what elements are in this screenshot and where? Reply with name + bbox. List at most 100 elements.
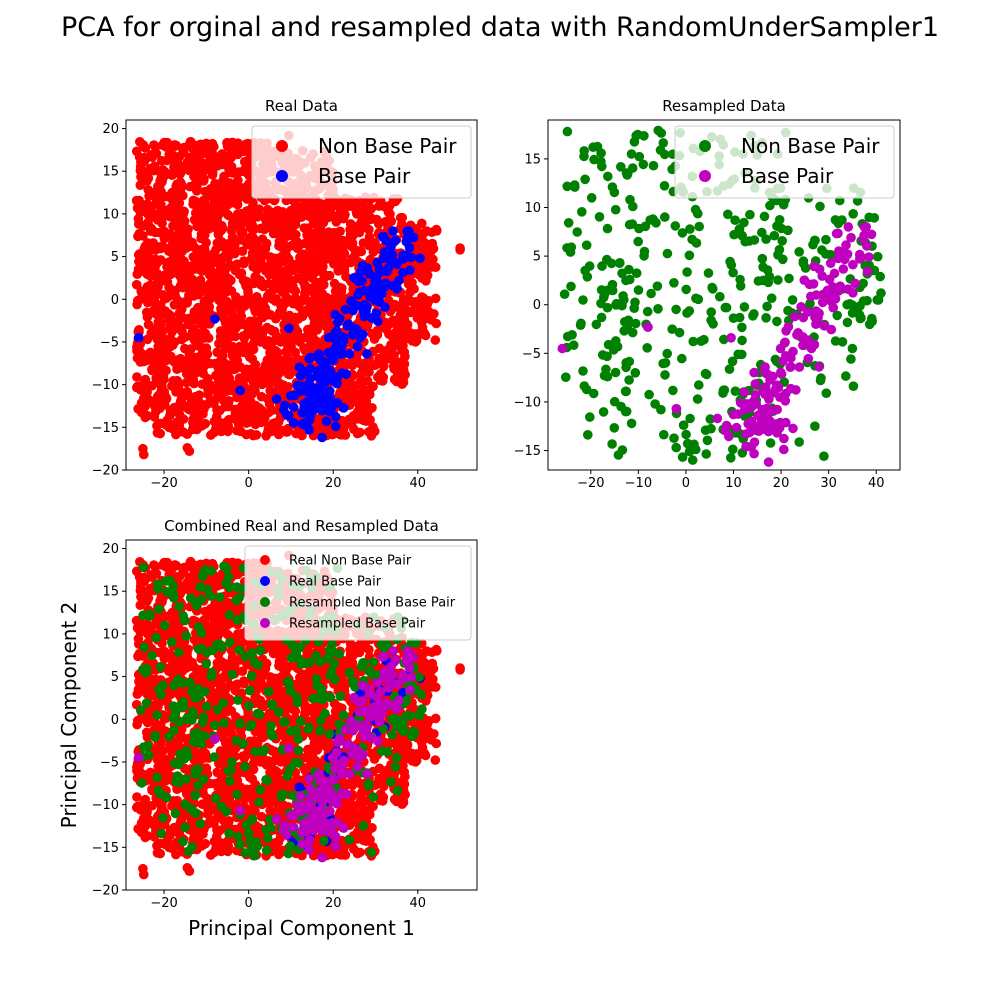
scatter-point (783, 225, 793, 236)
series-real-base (133, 226, 425, 443)
scatter-point (152, 841, 162, 851)
scatter-point (305, 352, 316, 363)
scatter-point (300, 280, 310, 291)
scatter-point (190, 359, 201, 370)
scatter-point (178, 427, 188, 437)
scatter-point (818, 289, 828, 300)
scatter-point (841, 371, 851, 381)
scatter-point (286, 240, 297, 251)
scatter-point (561, 372, 571, 383)
scatter-point (588, 142, 598, 152)
scatter-point (161, 293, 172, 303)
scatter-point (864, 252, 874, 262)
scatter-point (828, 302, 838, 313)
scatter-point (188, 291, 199, 301)
scatter-point (173, 238, 184, 249)
scatter-point (674, 327, 685, 338)
scatter-point (733, 409, 743, 419)
y-tick-label: 0 (533, 298, 541, 313)
scatter-point (173, 380, 184, 390)
scatter-point (404, 226, 414, 236)
scatter-point (321, 416, 332, 427)
scatter-point (317, 405, 327, 416)
scatter-point (745, 209, 755, 220)
scatter-point (241, 429, 252, 440)
scatter-point (848, 381, 859, 392)
legend-marker (276, 170, 288, 182)
scatter-point (193, 415, 203, 425)
scatter-point (141, 252, 152, 263)
scatter-point (323, 212, 333, 223)
scatter-point (158, 390, 168, 400)
scatter-point (153, 210, 163, 221)
scatter-point (374, 264, 385, 274)
scatter-point (670, 221, 681, 231)
scatter-point (275, 674, 285, 685)
scatter-point (198, 176, 209, 186)
scatter-point (843, 222, 854, 232)
scatter-point (694, 221, 704, 232)
scatter-point (195, 139, 206, 150)
scatter-point (239, 333, 250, 344)
scatter-point (787, 295, 798, 305)
scatter-point (642, 306, 653, 317)
y-tick-label: 10 (102, 207, 119, 222)
scatter-point (763, 457, 774, 467)
scatter-point (753, 276, 764, 286)
scatter-point (271, 313, 281, 324)
scatter-point (415, 253, 425, 264)
scatter-point (615, 258, 625, 268)
scatter-point (349, 301, 360, 312)
series-real-non-base (131, 130, 465, 460)
scatter-point (210, 314, 220, 324)
scatter-point (655, 145, 666, 155)
scatter-point (374, 278, 384, 289)
scatter-point (766, 293, 777, 304)
scatter-point (621, 358, 631, 368)
scatter-point (671, 304, 681, 315)
scatter-point (700, 425, 711, 436)
scatter-point (145, 347, 156, 358)
scatter-point (305, 373, 316, 384)
scatter-point (289, 219, 300, 230)
scatter-point (312, 390, 323, 401)
scatter-point (227, 232, 238, 243)
scatter-point (639, 131, 649, 141)
scatter-point (601, 364, 611, 375)
scatter-point (588, 388, 599, 399)
scatter-point (329, 240, 340, 250)
scatter-point (407, 328, 417, 339)
scatter-point (235, 235, 245, 245)
scatter-point (730, 215, 740, 225)
scatter-point (182, 443, 193, 453)
scatter-point (284, 254, 294, 264)
scatter-point (134, 256, 144, 267)
scatter-point (335, 226, 345, 237)
scatter-point (315, 310, 325, 320)
scatter-point (247, 203, 257, 213)
scatter-point (271, 273, 282, 284)
scatter-point (152, 428, 163, 438)
scatter-point (720, 425, 731, 436)
scatter-point (199, 310, 210, 321)
scatter-point (873, 295, 884, 305)
scatter-point (562, 181, 572, 192)
scatter-point (183, 224, 193, 234)
scatter-point (174, 416, 185, 426)
scatter-point (345, 224, 355, 235)
scatter-point (735, 281, 746, 291)
scatter-point (213, 253, 223, 264)
scatter-point (176, 362, 187, 373)
scatter-point (138, 140, 148, 150)
scatter-point (176, 178, 186, 189)
scatter-point (784, 273, 794, 284)
scatter-point (350, 327, 360, 338)
scatter-point (623, 315, 634, 326)
scatter-point (205, 279, 215, 289)
scatter-point (737, 335, 747, 346)
scatter-point (761, 313, 771, 323)
scatter-point (258, 250, 268, 261)
scatter-point (772, 316, 782, 327)
scatter-point (245, 364, 256, 375)
scatter-point (311, 336, 321, 346)
